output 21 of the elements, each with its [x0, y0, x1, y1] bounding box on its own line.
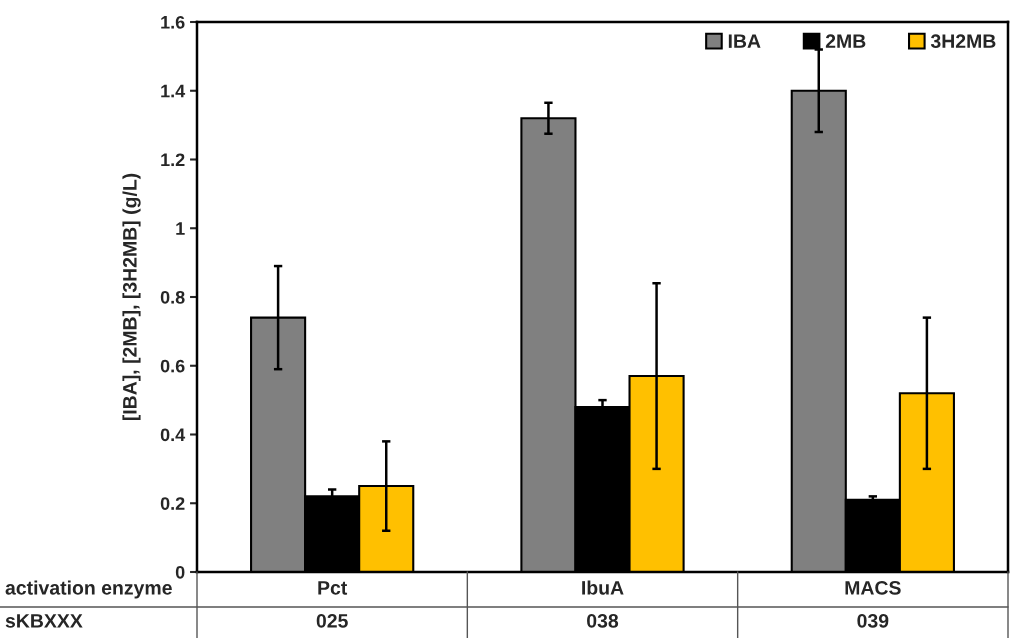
legend-label: IBA	[728, 34, 761, 48]
x-tick-label: Pct	[318, 581, 348, 595]
x-tick-label: MACS	[845, 580, 901, 595]
y-tick-label: 1	[176, 222, 185, 235]
y-tick-label: 0.6	[160, 359, 185, 373]
y-tick-label: 0.2	[160, 497, 185, 510]
y-tick-label: 1.6	[161, 15, 185, 29]
legend-label: 2MB	[825, 34, 866, 48]
y-tick-label: 0.8	[160, 290, 185, 304]
text: 025	[316, 613, 348, 628]
text: activation enzyme	[5, 580, 172, 599]
x-tick-label: IbuA	[582, 580, 624, 595]
y-axis-title: [IBA], [2MB], [3H2MB] (g/L)	[122, 173, 141, 421]
y-tick-label: 1.2	[161, 153, 185, 167]
y-tick-label: 0	[175, 565, 185, 579]
y-tick-label: 0.4	[160, 428, 186, 442]
text: 038	[587, 613, 619, 628]
text: sKBXXX	[5, 614, 83, 628]
legend-label: 3H2MB	[930, 34, 996, 49]
text: 039	[857, 613, 889, 628]
y-tick-label: 1.4	[161, 84, 186, 98]
